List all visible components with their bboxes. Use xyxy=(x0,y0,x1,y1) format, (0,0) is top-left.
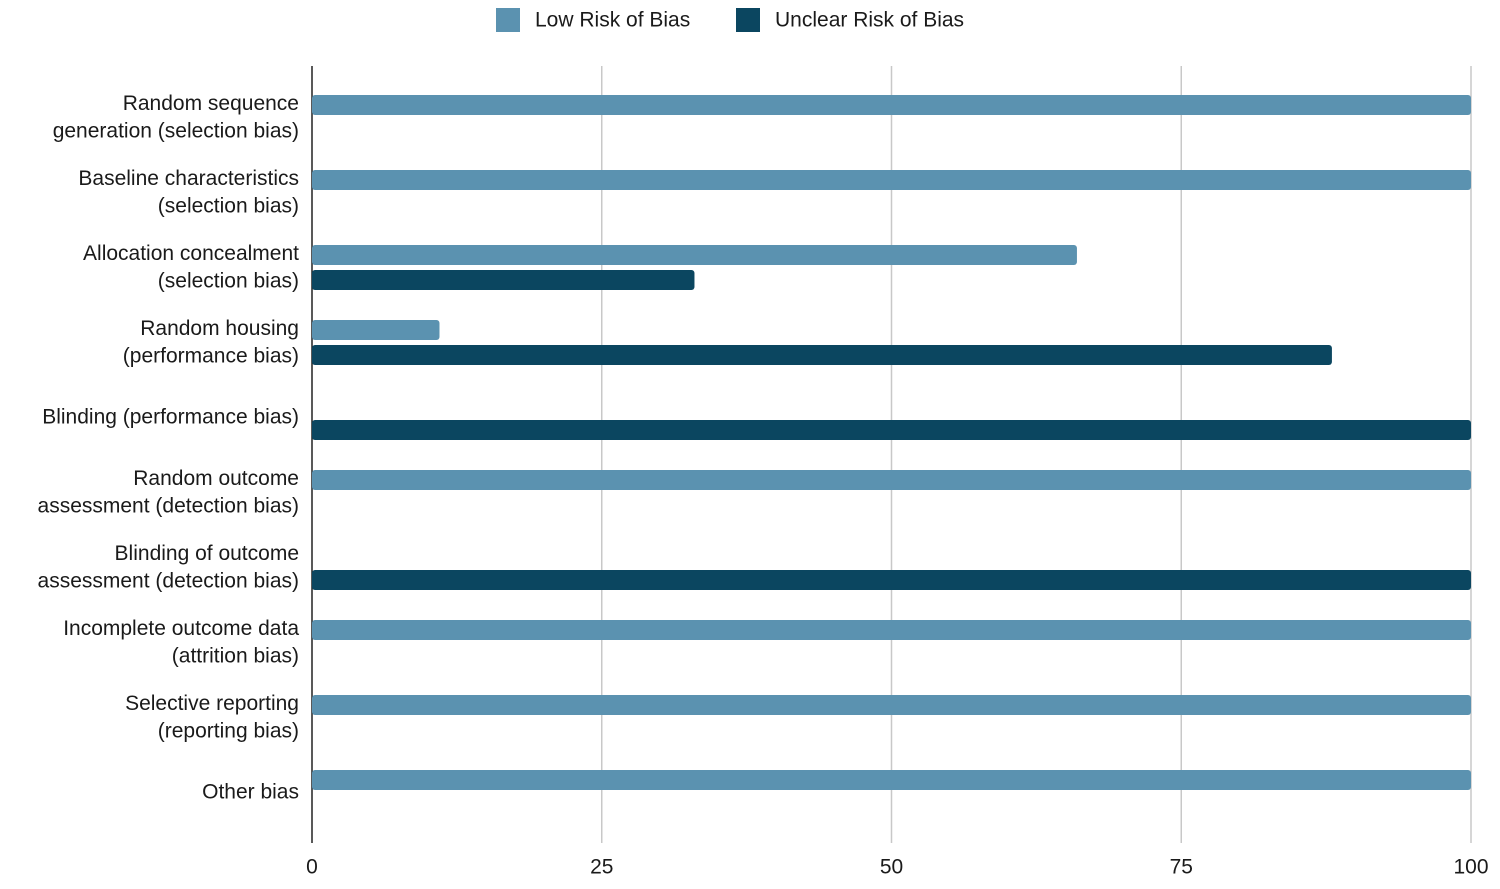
y-tick-label: Blinding (performance bias) xyxy=(42,405,299,428)
bar xyxy=(312,95,1471,115)
y-tick-label-line: (selection bias) xyxy=(158,194,299,217)
x-tick-label: 75 xyxy=(1170,856,1193,879)
y-tick-label-line: (attrition bias) xyxy=(172,644,299,667)
x-tick-label: 50 xyxy=(880,856,903,879)
y-tick-label: Random sequence generation (selection bia… xyxy=(53,91,299,142)
y-tick-label-line: Other bias xyxy=(202,780,299,803)
y-tick-label: Baseline characteristics (selection bias) xyxy=(78,166,299,217)
bar xyxy=(312,470,1471,490)
y-tick-label-line: Baseline characteristics xyxy=(78,166,299,189)
y-tick-label-line: (performance bias) xyxy=(123,344,299,367)
y-tick-label: Incomplete outcome data (attrition bias) xyxy=(63,616,299,667)
y-tick-label-line: Blinding (performance bias) xyxy=(42,405,299,428)
legend-swatch xyxy=(736,8,760,32)
bar xyxy=(312,620,1471,640)
x-tick-label: 100 xyxy=(1453,856,1488,879)
bar xyxy=(312,170,1471,190)
y-tick-label-line: assessment (detection bias) xyxy=(38,494,299,517)
x-tick-label: 25 xyxy=(590,856,613,879)
y-tick-label-line: Allocation concealment xyxy=(83,241,299,264)
bar xyxy=(312,570,1471,590)
y-tick-label-line: assessment (detection bias) xyxy=(38,569,299,592)
y-tick-label: Blinding of outcome assessment (detection… xyxy=(38,541,299,592)
y-tick-label: Allocation concealment (selection bias) xyxy=(83,241,299,292)
bar xyxy=(312,420,1471,440)
y-tick-label-line: (reporting bias) xyxy=(158,719,299,742)
legend-label: Unclear Risk of Bias xyxy=(775,9,964,32)
y-tick-label: Random outcome assessment (detection bias… xyxy=(38,466,299,517)
bar xyxy=(312,270,695,290)
y-tick-label: Random housing (performance bias) xyxy=(123,316,299,367)
y-tick-label-line: Random sequence xyxy=(123,91,299,114)
bar xyxy=(312,320,440,340)
y-tick-label-line: Blinding of outcome xyxy=(115,541,299,564)
bar xyxy=(312,695,1471,715)
bar xyxy=(312,770,1471,790)
y-tick-label-line: Selective reporting xyxy=(125,691,299,714)
y-tick-label-line: generation (selection bias) xyxy=(53,119,299,142)
legend-swatch xyxy=(496,8,520,32)
y-tick-label: Selective reporting (reporting bias) xyxy=(125,691,299,742)
x-tick-label: 0 xyxy=(306,856,318,879)
y-tick-label-line: Incomplete outcome data xyxy=(63,616,299,639)
y-tick-label: Other bias xyxy=(202,780,299,803)
y-tick-label-line: Random housing xyxy=(140,316,299,339)
legend-label: Low Risk of Bias xyxy=(535,9,690,32)
y-tick-label-line: (selection bias) xyxy=(158,269,299,292)
bar xyxy=(312,345,1332,365)
y-tick-label-line: Random outcome xyxy=(133,466,299,489)
bar xyxy=(312,245,1077,265)
